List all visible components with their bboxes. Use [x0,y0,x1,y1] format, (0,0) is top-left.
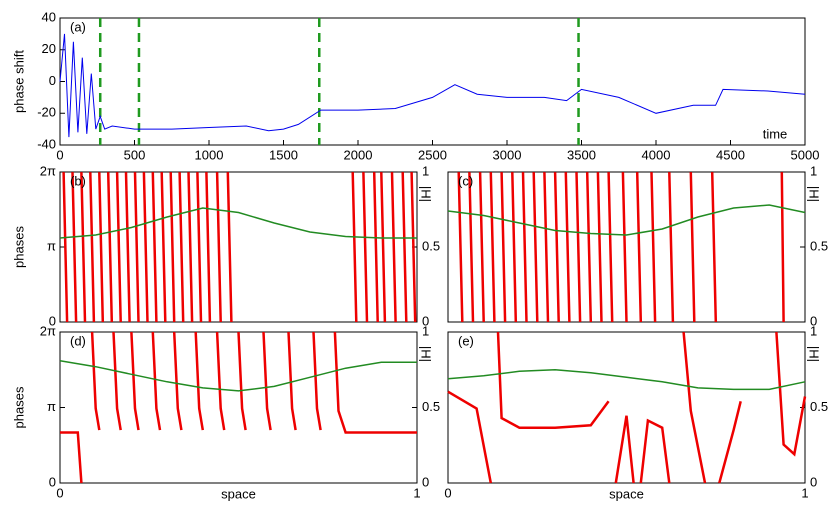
y-tick-label: -40 [37,136,56,151]
y2-tick-label: 1 [810,163,817,178]
y-tick-label: 20 [42,41,56,56]
data-line [447,331,807,484]
x-tick-label: 4500 [716,147,745,162]
plot-frame [59,17,806,146]
x-tick-label: 1000 [195,147,224,162]
x-tick-label: 2000 [344,147,373,162]
y2-tick-label: 1 [422,323,429,338]
x-axis-label: space [221,486,256,501]
y-tick-label: -20 [37,105,56,120]
y2-axis-label: |H| [419,346,434,362]
y-tick-label: 40 [42,9,56,24]
y2-axis-label: |H| [419,186,434,202]
y2-tick-label: 1 [422,163,429,178]
y-tick-label: π [47,238,56,253]
data-line [59,33,806,138]
y2-tick-label: 0 [422,313,429,328]
y-tick-label: 0 [49,313,56,328]
data-line [62,172,417,323]
panel-label: (b) [70,173,86,188]
panel-label: (a) [70,19,86,34]
y-tick-label: 0 [49,474,56,489]
y-axis-label: phases [11,386,26,428]
x-axis-label: space [609,486,644,501]
data-line [59,207,417,239]
panel-label: (d) [70,333,86,348]
y2-tick-label: 1 [810,323,817,338]
data-line [60,332,417,484]
y-tick-label: 2π [40,163,56,178]
panel-label: (c) [458,173,473,188]
y2-axis-label: |H| [807,346,822,362]
y-axis-label: phase shift [11,50,26,113]
x-tick-label: 0 [444,485,451,500]
y2-tick-label: 0.5 [810,238,828,253]
x-tick-label: 4000 [642,147,671,162]
x-tick-label: 3500 [567,147,596,162]
data-line [447,369,806,391]
y-tick-label: π [47,399,56,414]
data-line [447,204,806,236]
x-tick-label: 1 [801,485,808,500]
y-axis-label: phases [11,226,26,268]
y-tick-label: 2π [40,323,56,338]
y-tick-label: 0 [49,73,56,88]
data-line [457,172,785,323]
x-tick-label: 0 [56,485,63,500]
x-tick-label: 0 [56,147,63,162]
y2-tick-label: 0.5 [422,399,440,414]
y2-tick-label: 0.5 [810,399,828,414]
panel-label: (e) [458,333,474,348]
y2-tick-label: 0.5 [422,238,440,253]
x-tick-label: 3000 [493,147,522,162]
x-tick-label: 1500 [269,147,298,162]
y2-tick-label: 0 [422,474,429,489]
x-tick-label: 500 [124,147,146,162]
x-tick-label: 2500 [418,147,447,162]
x-tick-label: 5000 [791,147,820,162]
x-axis-label: time [763,126,788,141]
y2-tick-label: 0 [810,474,817,489]
y2-tick-label: 0 [810,313,817,328]
x-tick-label: 1 [413,485,420,500]
data-line [59,359,417,392]
y2-axis-label: |H| [807,186,822,202]
